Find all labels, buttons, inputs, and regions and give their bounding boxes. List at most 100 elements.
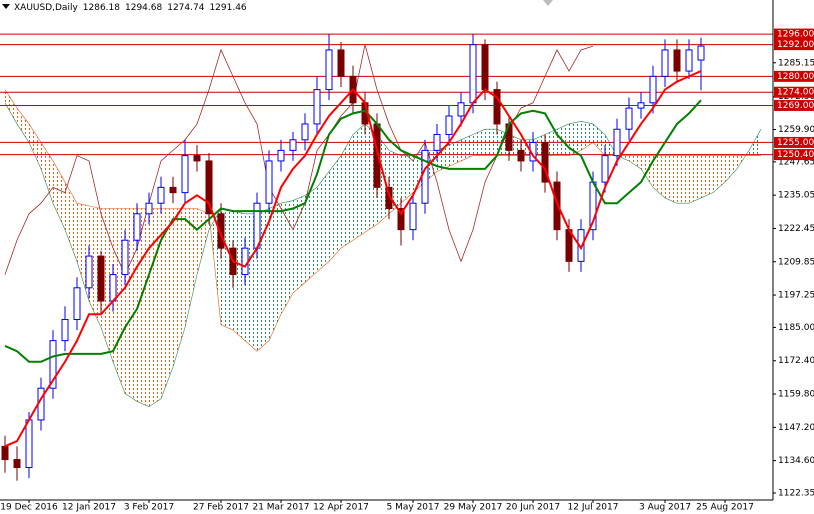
cloud-fill bbox=[629, 155, 641, 169]
y-tick-label: 1285.15 bbox=[778, 58, 814, 68]
cloud-fill bbox=[317, 171, 329, 272]
menu-arrow[interactable] bbox=[2, 4, 10, 9]
cloud-fill bbox=[185, 208, 197, 328]
candle-body bbox=[421, 149, 429, 204]
candle-body bbox=[397, 208, 405, 231]
level-label-box bbox=[774, 149, 814, 161]
x-tick-label: 25 Aug 2017 bbox=[696, 503, 754, 513]
cloud-fill bbox=[41, 142, 53, 204]
level-label-box bbox=[774, 99, 814, 111]
level-label: 1250.40 bbox=[777, 150, 814, 160]
level-label-box bbox=[774, 39, 814, 51]
chikou-line bbox=[4, 44, 594, 276]
plot-area bbox=[0, 33, 773, 481]
candle-body bbox=[649, 75, 657, 104]
candle-body bbox=[637, 102, 645, 109]
span-b-line bbox=[4, 89, 761, 352]
x-tick-label: 20 Jun 2017 bbox=[506, 503, 560, 513]
level-label-box bbox=[774, 86, 814, 98]
cloud-fill bbox=[233, 211, 245, 341]
y-tick-label: 1235.05 bbox=[778, 191, 814, 201]
cloud-fill bbox=[305, 187, 317, 283]
x-tick-label: 21 Mar 2017 bbox=[252, 503, 309, 513]
candle-body bbox=[553, 181, 561, 231]
candle-body bbox=[1, 445, 9, 461]
cloud-fill bbox=[653, 155, 665, 198]
chart-title: XAUUSD,Daily bbox=[14, 3, 78, 13]
cloud-fill bbox=[341, 134, 353, 249]
candle-body bbox=[625, 107, 633, 130]
candle-body bbox=[277, 149, 285, 162]
candle-body bbox=[61, 319, 69, 342]
candle-body bbox=[577, 229, 585, 262]
candle-body bbox=[109, 274, 117, 302]
last-high: 1294.68 bbox=[125, 3, 162, 13]
x-tick-label: 3 Aug 2017 bbox=[639, 503, 691, 513]
candle-body bbox=[445, 115, 453, 136]
candle-body bbox=[217, 213, 225, 249]
candle-body bbox=[133, 213, 141, 241]
cloud-fill bbox=[581, 121, 593, 151]
candle-body bbox=[73, 287, 81, 321]
candle-body bbox=[313, 89, 321, 125]
cloud-fill bbox=[689, 155, 701, 204]
candle-body bbox=[205, 160, 213, 215]
axes: 1285.151272.301259.901247.651235.051222.… bbox=[0, 28, 814, 513]
cloud-fill bbox=[401, 155, 413, 204]
cloud-fill bbox=[677, 155, 689, 204]
y-tick-label: 1134.60 bbox=[778, 456, 814, 466]
candle-body bbox=[337, 49, 345, 77]
candle-body bbox=[169, 186, 177, 194]
cloud-fill bbox=[161, 208, 173, 399]
level-label: 1274.00 bbox=[777, 88, 814, 98]
kijun-line bbox=[4, 99, 702, 363]
y-tick-label: 1222.45 bbox=[778, 224, 814, 234]
level-label-box bbox=[774, 70, 814, 82]
candle-body bbox=[181, 155, 189, 194]
cloud-fill bbox=[293, 195, 305, 294]
candle-body bbox=[601, 155, 609, 183]
tenkan-line bbox=[4, 70, 702, 448]
cloud-fill bbox=[197, 208, 209, 275]
candle-body bbox=[469, 44, 477, 104]
chart-header: XAUUSD,Daily 1286.18 1294.68 1274.74 1291.46 bbox=[14, 3, 247, 13]
cloud-fill bbox=[725, 155, 737, 183]
cloud-fill bbox=[17, 108, 29, 143]
cloud-fill bbox=[701, 155, 713, 198]
candle-body bbox=[409, 202, 417, 231]
y-tick-label: 1159.80 bbox=[778, 390, 814, 400]
candle-body bbox=[433, 134, 441, 151]
candle-body bbox=[385, 186, 393, 210]
level-label: 1296.00 bbox=[777, 30, 814, 40]
candle-body bbox=[25, 419, 33, 468]
cloud-fill bbox=[53, 160, 65, 230]
x-tick-label: 12 Apr 2017 bbox=[313, 503, 369, 513]
y-tick-label: 1259.90 bbox=[778, 125, 814, 135]
candle-body bbox=[193, 155, 201, 162]
candle-body bbox=[457, 102, 465, 117]
y-tick-label: 1209.85 bbox=[778, 257, 814, 267]
level-label: 1292.00 bbox=[777, 40, 814, 50]
candle-body bbox=[673, 49, 681, 72]
cloud-fill bbox=[593, 123, 605, 156]
cloud-fill bbox=[173, 208, 185, 368]
shift-marker bbox=[543, 0, 553, 6]
candle-body bbox=[493, 89, 501, 125]
cloud-fill bbox=[101, 208, 113, 362]
cloud-fill bbox=[65, 182, 77, 262]
candle-body bbox=[85, 255, 93, 289]
y-tick-label: 1147.20 bbox=[778, 423, 814, 433]
level-label-box bbox=[774, 28, 814, 40]
cloud-fill bbox=[269, 203, 281, 341]
cloud-fill bbox=[281, 200, 293, 315]
y-tick-label: 1247.65 bbox=[778, 157, 814, 167]
candle-body bbox=[13, 459, 21, 468]
candle-body bbox=[121, 239, 129, 276]
level-label-box bbox=[774, 136, 814, 148]
cloud-fill bbox=[449, 139, 461, 167]
x-tick-label: 3 Feb 2017 bbox=[124, 503, 174, 513]
level-label: 1280.00 bbox=[777, 72, 814, 82]
last-open: 1286.18 bbox=[83, 3, 120, 13]
candle-body bbox=[517, 149, 525, 162]
